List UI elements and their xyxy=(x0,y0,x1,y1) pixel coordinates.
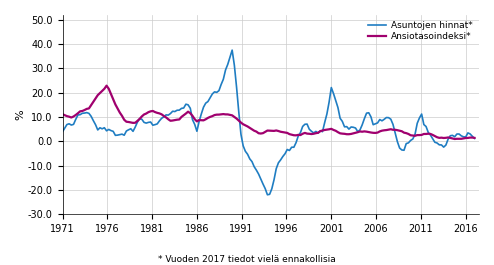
Legend: Asuntojen hinnat*, Ansiotasoindeksi*: Asuntojen hinnat*, Ansiotasoindeksi* xyxy=(367,20,474,43)
Ansiotasoindeksi* xyxy=(104,84,110,87)
Ansiotasoindeksi* xyxy=(101,87,107,90)
Asuntojen hinnat* xyxy=(101,126,107,129)
Ansiotasoindeksi* xyxy=(211,113,217,117)
Ansiotasoindeksi* xyxy=(452,138,457,141)
Asuntojen hinnat* xyxy=(472,137,478,140)
Text: * Vuoden 2017 tiedot vielä ennakollisia: * Vuoden 2017 tiedot vielä ennakollisia xyxy=(158,255,336,264)
Asuntojen hinnat* xyxy=(463,135,469,139)
Line: Asuntojen hinnat*: Asuntojen hinnat* xyxy=(63,50,475,195)
Y-axis label: %: % xyxy=(15,109,25,120)
Asuntojen hinnat* xyxy=(185,103,191,107)
Asuntojen hinnat* xyxy=(196,120,202,123)
Asuntojen hinnat* xyxy=(62,126,68,130)
Ansiotasoindeksi* xyxy=(62,113,68,117)
Asuntojen hinnat* xyxy=(209,92,215,96)
Ansiotasoindeksi* xyxy=(463,136,469,140)
Ansiotasoindeksi* xyxy=(199,119,205,122)
Asuntojen hinnat* xyxy=(60,130,66,133)
Ansiotasoindeksi* xyxy=(472,136,478,139)
Line: Ansiotasoindeksi*: Ansiotasoindeksi* xyxy=(63,86,475,139)
Ansiotasoindeksi* xyxy=(60,113,66,116)
Asuntojen hinnat* xyxy=(264,193,270,196)
Ansiotasoindeksi* xyxy=(187,112,193,115)
Asuntojen hinnat* xyxy=(229,48,235,52)
